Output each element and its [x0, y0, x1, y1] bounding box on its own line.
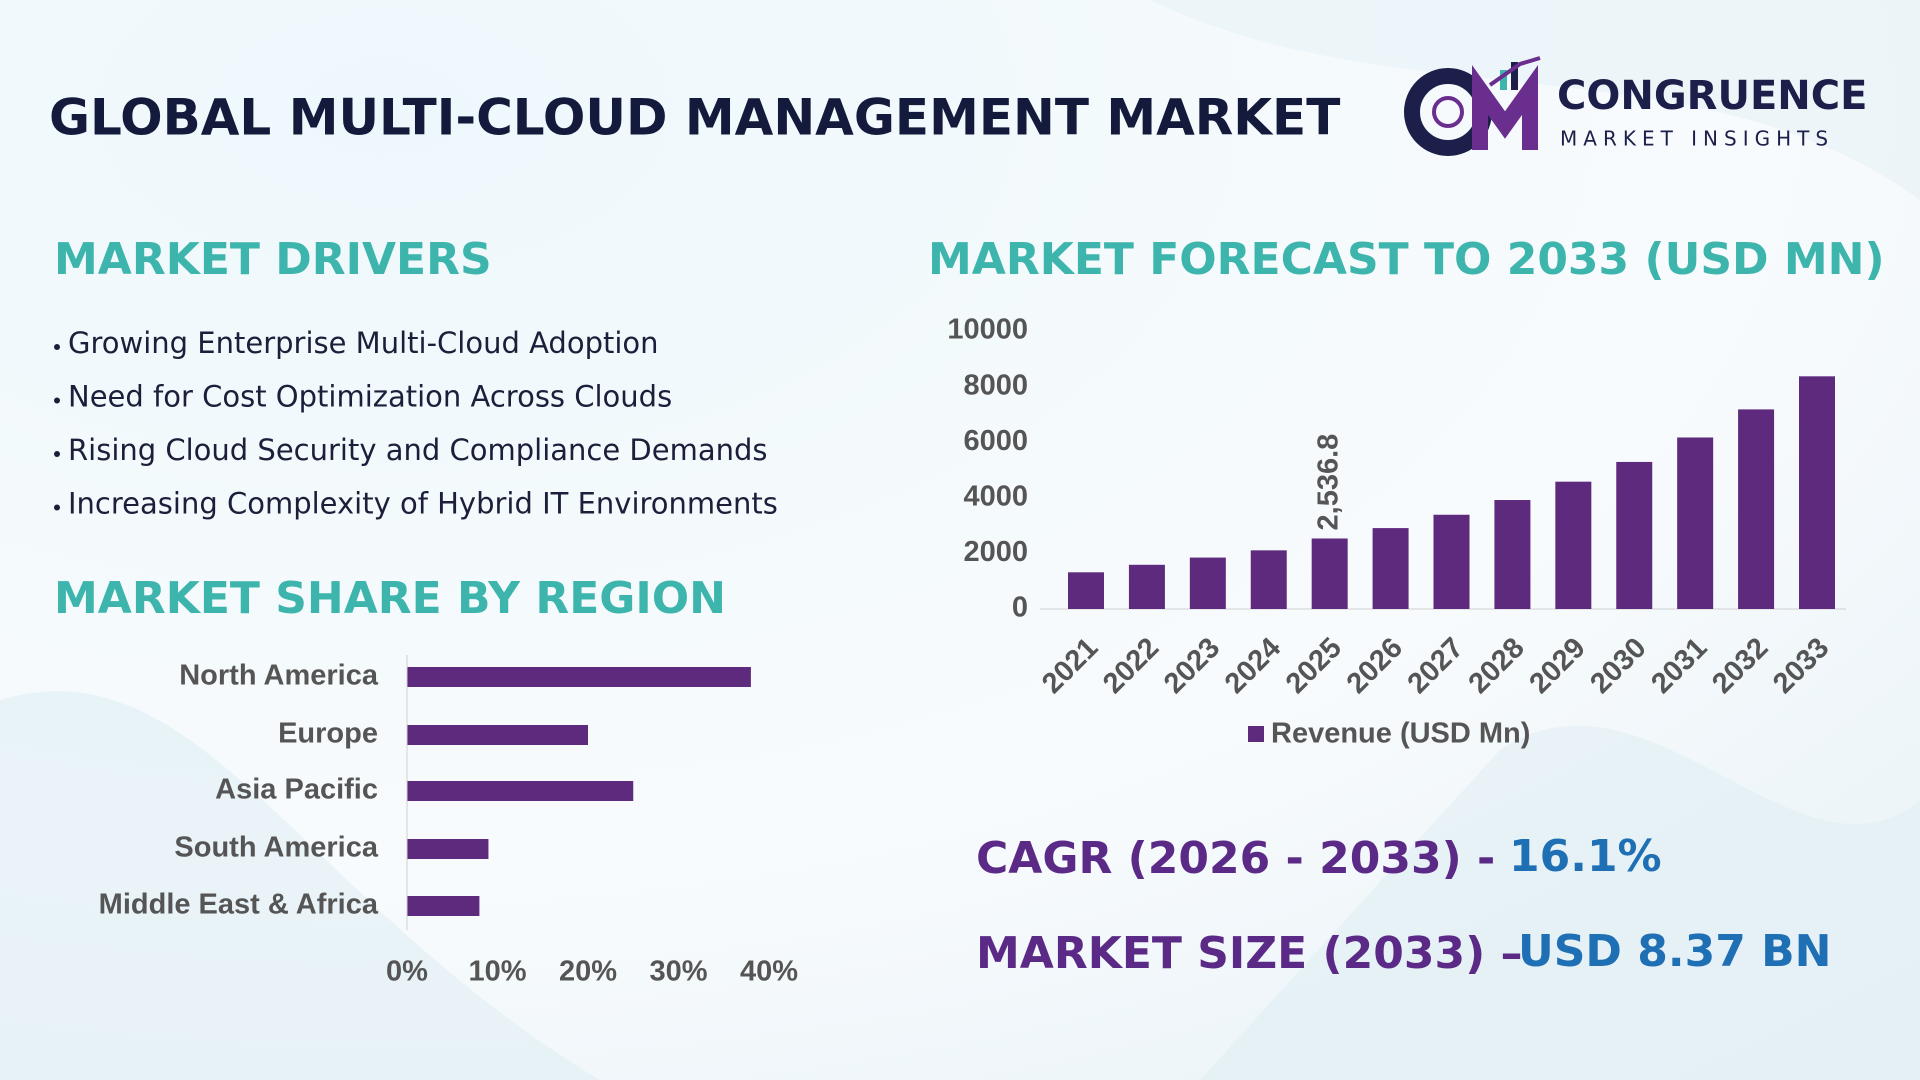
highlight-label: MARKET SIZE (2033) –	[976, 928, 1523, 979]
bar	[407, 781, 634, 801]
logo-globe	[1432, 96, 1464, 128]
highlight-label: CAGR (2026 - 2033) -	[976, 833, 1495, 884]
data-label: 2,536.8	[1312, 434, 1344, 531]
bar	[407, 725, 588, 745]
logo-name: CONGRUENCE	[1557, 73, 1867, 119]
x-tick-label: 40%	[740, 956, 798, 988]
logo-arrow	[1488, 56, 1541, 87]
bar	[1311, 538, 1348, 609]
bar	[1128, 564, 1165, 609]
y-tick-label: 4000	[963, 480, 1028, 512]
bar	[1555, 481, 1592, 609]
logo-bar	[1500, 70, 1507, 90]
highlight-value: USD 8.37 BN	[1518, 926, 1832, 977]
x-tick-label: 20%	[559, 956, 617, 988]
logo-m	[1472, 65, 1538, 150]
bar	[1250, 550, 1287, 609]
driver-item: Growing Enterprise Multi-Cloud Adoption	[68, 326, 659, 360]
logo-bar	[1511, 62, 1518, 90]
bar	[407, 667, 751, 687]
decor-wave	[1200, 725, 1920, 1080]
bullet	[54, 397, 60, 404]
bar	[1494, 500, 1531, 609]
driver-item: Increasing Complexity of Hybrid IT Envir…	[68, 487, 778, 521]
bar	[1189, 557, 1226, 609]
legend-label: Revenue (USD Mn)	[1271, 718, 1530, 750]
x-tick-label: 0%	[386, 956, 428, 988]
bullet	[54, 344, 60, 350]
bar	[1738, 409, 1775, 609]
page-title: GLOBAL MULTI-CLOUD MANAGEMENT MARKET	[49, 89, 1340, 147]
logo: CONGRUENCE MARKET INSIGHTS	[1404, 56, 1867, 156]
bar	[407, 839, 489, 859]
decor-wave	[0, 691, 600, 1080]
bullet	[54, 504, 60, 511]
bar	[1068, 572, 1104, 609]
x-tick-label: 10%	[468, 956, 526, 988]
bar	[1433, 514, 1470, 609]
x-tick-label: 30%	[649, 956, 707, 988]
y-tick-label: 2000	[963, 536, 1028, 568]
bar	[1799, 376, 1835, 609]
bar	[1372, 528, 1409, 609]
decor-wave	[1150, 0, 1920, 200]
y-tick-label: South America	[174, 832, 378, 864]
driver-item: Rising Cloud Security and Compliance Dem…	[68, 433, 768, 467]
chart-title: MARKET FORECAST TO 2033 (USD MN)	[928, 234, 1885, 285]
driver-item: Need for Cost Optimization Across Clouds	[68, 380, 672, 414]
y-tick-label: Middle East & Africa	[99, 889, 379, 921]
y-tick-label: 10000	[947, 314, 1028, 346]
y-tick-label: North America	[179, 660, 379, 692]
logo-tagline: MARKET INSIGHTS	[1560, 127, 1834, 151]
legend-swatch	[1248, 726, 1264, 742]
y-tick-label: Europe	[278, 718, 378, 750]
y-tick-label: 8000	[963, 369, 1028, 401]
bullet	[54, 451, 60, 457]
driver-list: Growing Enterprise Multi-Cloud Adoption N…	[54, 326, 778, 521]
y-tick-label: Asia Pacific	[215, 774, 378, 806]
section-heading: MARKET DRIVERS	[54, 234, 492, 285]
chart-title: MARKET SHARE BY REGION	[54, 573, 726, 624]
bar	[407, 896, 480, 916]
y-tick-label: 0	[1012, 592, 1028, 624]
bar	[1616, 461, 1653, 609]
bar	[1677, 437, 1714, 609]
y-tick-label: 6000	[963, 425, 1028, 457]
highlight-value: 16.1%	[1509, 831, 1662, 882]
